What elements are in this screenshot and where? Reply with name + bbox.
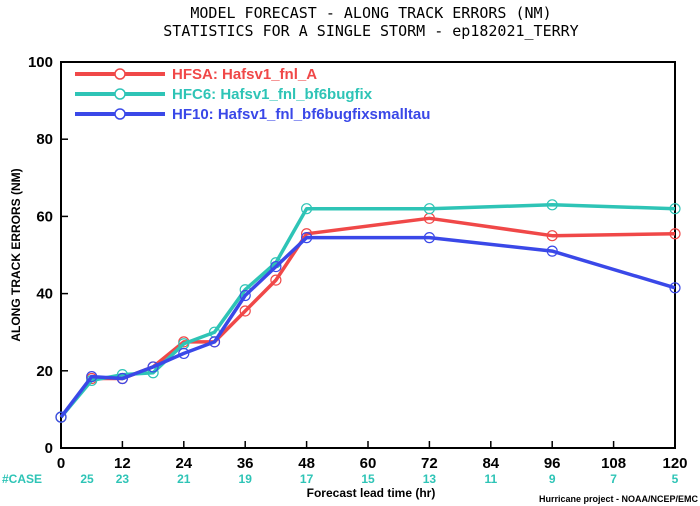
data-point	[178, 347, 190, 360]
x-tick-label: 48	[298, 455, 315, 472]
data-point	[669, 228, 681, 240]
data-point	[669, 282, 681, 294]
x-tick-label: 96	[544, 455, 561, 472]
case-counts: 25 23 21 19 17 15 13 11 9 7 5	[80, 472, 678, 486]
data-point	[208, 336, 221, 348]
data-point	[86, 370, 98, 383]
series-1	[55, 212, 681, 423]
data-point	[546, 245, 558, 257]
data-point	[116, 372, 129, 385]
case-count: 21	[177, 472, 191, 486]
y-tick-label: 40	[36, 286, 53, 303]
y-axis-label: ALONG TRACK ERRORS (NM)	[9, 168, 23, 341]
x-tick-label: 60	[360, 455, 377, 472]
data-point	[423, 232, 435, 244]
case-count: 17	[300, 472, 314, 486]
case-count: 5	[672, 472, 679, 486]
case-count: 11	[484, 472, 497, 486]
case-count: 9	[549, 472, 556, 486]
data-point	[270, 274, 282, 286]
data-point	[147, 361, 159, 373]
series-3	[55, 232, 681, 423]
legend-label: HFSA: Hafsv1_fnl_A	[172, 66, 317, 83]
legend-label: HFC6: Hafsv1_fnl_bf6bugfix	[172, 86, 373, 103]
series-line	[59, 216, 676, 419]
x-tick-label: 108	[601, 455, 626, 472]
data-point	[301, 203, 313, 215]
legend-marker	[114, 68, 126, 80]
legend-marker	[114, 88, 126, 100]
data-point	[546, 230, 558, 242]
series-layer	[55, 199, 681, 423]
legend-marker	[114, 108, 126, 120]
data-point	[270, 260, 282, 273]
series-line	[59, 235, 676, 419]
y-tick-label: 0	[45, 440, 53, 457]
x-tick-label: 12	[114, 455, 131, 472]
case-count: 23	[116, 472, 130, 486]
x-axis: 0 12 24 36 48 60 72 84 96 108 120	[57, 441, 688, 472]
data-point	[669, 203, 681, 215]
case-count: 25	[80, 472, 94, 486]
case-count: 13	[423, 472, 437, 486]
data-point	[423, 203, 435, 215]
x-tick-label: 72	[421, 455, 438, 472]
legend-label: HF10: Hafsv1_fnl_bf6bugfixsmalltau	[172, 106, 430, 123]
data-point	[301, 232, 313, 244]
x-tick-label: 36	[237, 455, 254, 472]
credit-text: Hurricane project - NOAA/NCEP/EMC	[539, 494, 699, 504]
x-tick-label: 0	[57, 455, 65, 472]
case-label: #CASE	[2, 472, 42, 486]
case-count: 7	[610, 472, 617, 486]
x-axis-label: Forecast lead time (hr)	[307, 486, 436, 500]
x-tick-label: 120	[662, 455, 687, 472]
series-2	[55, 199, 681, 423]
legend: HFSA: Hafsv1_fnl_A HFC6: Hafsv1_fnl_bf6bu…	[75, 66, 430, 123]
y-axis: 0 20 40 60 80 100	[28, 54, 68, 457]
y-tick-label: 20	[36, 363, 53, 380]
chart-title-line1: MODEL FORECAST - ALONG TRACK ERRORS (NM)	[190, 4, 551, 22]
x-tick-label: 24	[175, 455, 192, 472]
y-tick-label: 60	[36, 208, 53, 225]
x-tick-label: 84	[482, 455, 499, 472]
data-point	[239, 305, 251, 317]
y-tick-label: 80	[36, 131, 53, 148]
data-point	[55, 411, 67, 423]
data-point	[546, 199, 558, 211]
data-point	[239, 289, 251, 302]
chart-title-line2: STATISTICS FOR A SINGLE STORM - ep182021…	[163, 22, 578, 40]
case-count: 15	[361, 472, 375, 486]
y-tick-label: 100	[28, 54, 53, 71]
case-count: 19	[239, 472, 253, 486]
